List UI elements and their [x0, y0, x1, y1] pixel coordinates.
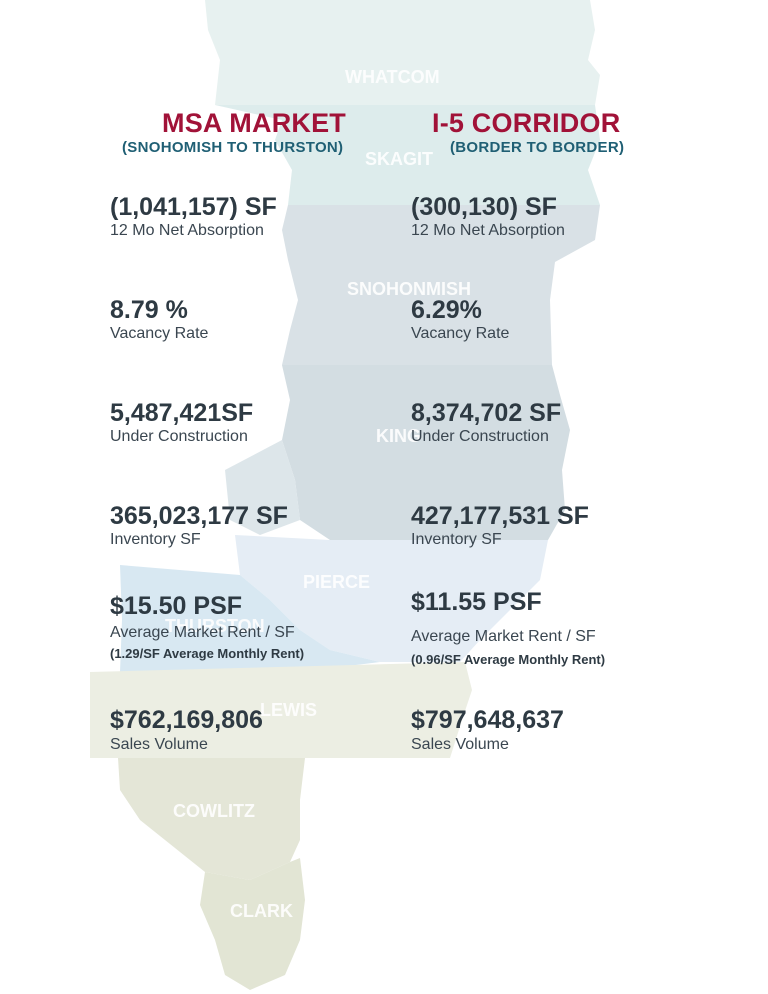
- msa-vacancy-label: Vacancy Rate: [110, 325, 209, 342]
- county-cowlitz: [118, 758, 305, 880]
- county-label-skagit: SKAGIT: [365, 149, 433, 169]
- county-king: [282, 365, 570, 540]
- i5-vacancy-label: Vacancy Rate: [411, 325, 510, 342]
- i5-under-construction-value: 8,374,702 SF: [411, 399, 562, 427]
- i5-under-construction-label: Under Construction: [411, 428, 549, 445]
- msa-under-construction-label: Under Construction: [110, 428, 248, 445]
- i5-sales-volume-value: $797,648,637: [411, 706, 564, 734]
- msa-market-rent-value: $15.50 PSF: [110, 592, 243, 620]
- i5-market-rent-value: $11.55 PSF: [411, 588, 542, 616]
- county-thurston: [120, 565, 380, 672]
- msa-inventory-value: 365,023,177 SF: [110, 502, 288, 530]
- i5-inventory-value: 427,177,531 SF: [411, 502, 589, 530]
- county-label-thurston: THURSTON: [165, 616, 265, 636]
- msa-under-construction-value: 5,487,421SF: [110, 399, 254, 427]
- county-label-king: KING: [376, 426, 421, 446]
- i5-sales-volume-label: Sales Volume: [411, 736, 509, 753]
- msa-monthly-rent-note: (1.29/SF Average Monthly Rent): [110, 646, 305, 661]
- msa-market-subtitle: (SNOHOMISH TO THURSTON): [122, 139, 344, 156]
- msa-net-absorption-label: 12 Mo Net Absorption: [110, 222, 264, 239]
- county-whatcom: [205, 0, 600, 105]
- county-label-clark: CLARK: [230, 901, 293, 921]
- county-clark: [200, 858, 305, 990]
- i5-net-absorption-label: 12 Mo Net Absorption: [411, 222, 565, 239]
- county-lewis: [90, 662, 472, 758]
- i5-vacancy-value: 6.29%: [411, 296, 482, 324]
- i5-market-rent-label: Average Market Rent / SF: [411, 628, 596, 645]
- county-kitsap: [225, 440, 300, 535]
- i5-corridor-subtitle: (BORDER TO BORDER): [450, 139, 625, 156]
- county-skagit: [215, 105, 600, 205]
- msa-vacancy-value: 8.79 %: [110, 296, 188, 324]
- county-snohomish: [282, 205, 600, 365]
- msa-sales-volume-value: $762,169,806: [110, 706, 263, 734]
- msa-inventory-label: Inventory SF: [110, 531, 201, 548]
- county-label-cowlitz: COWLITZ: [173, 801, 255, 821]
- msa-net-absorption-value: (1,041,157) SF: [110, 193, 277, 221]
- msa-market-rent-label: Average Market Rent / SF: [110, 624, 295, 641]
- msa-sales-volume-label: Sales Volume: [110, 736, 208, 753]
- i5-monthly-rent-note: (0.96/SF Average Monthly Rent): [411, 652, 606, 667]
- county-label-lewis: LEWIS: [260, 700, 317, 720]
- msa-market-title: MSA MARKET: [162, 108, 346, 138]
- county-label-pierce: PIERCE: [303, 572, 370, 592]
- county-label-whatcom: WHATCOM: [345, 67, 440, 87]
- county-pierce: [235, 535, 548, 662]
- i5-net-absorption-value: (300,130) SF: [411, 193, 557, 221]
- county-label-snohomish: SNOHONMISH: [347, 279, 471, 299]
- i5-corridor-title: I-5 CORRIDOR: [432, 108, 621, 138]
- i5-inventory-label: Inventory SF: [411, 531, 502, 548]
